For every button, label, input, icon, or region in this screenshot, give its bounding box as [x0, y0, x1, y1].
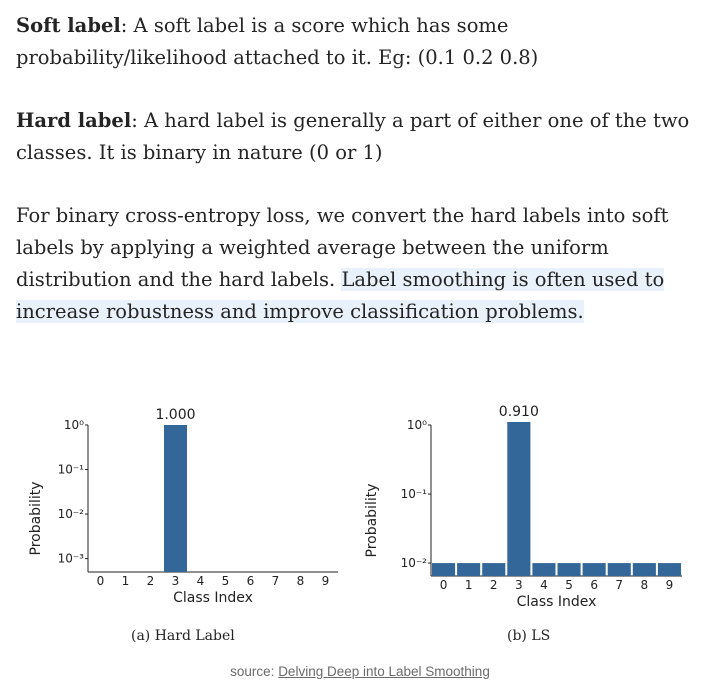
ls-y-tick-label: 10⁻²: [401, 556, 428, 570]
ls-x-tick-label: 9: [666, 578, 674, 592]
source-line: source: Delving Deep into Label Smoothin…: [0, 664, 720, 679]
hard-label-x-tick-label: 9: [322, 574, 330, 588]
hard-label-y-tick-label: 10⁻²: [58, 507, 85, 521]
hard-label-y-tick-label: 10⁻¹: [58, 463, 85, 477]
hard-label-x-tick-label: 3: [172, 574, 180, 588]
ls-chart: 10⁰ 10⁻¹ 10⁻² 0 1 2 3 4 5 6 7 8 9 0.910 Class Index Pro…: [364, 404, 682, 610]
hard-label-bar-value-label: 1.000: [155, 407, 195, 423]
ls-bar: [607, 563, 631, 576]
hard-label-x-tick-label: 1: [122, 574, 130, 588]
ls-bar: [507, 422, 531, 576]
hard-label-x-axis-title: Class Index: [173, 590, 253, 606]
hard-label-chart: 10⁰ 10⁻¹ 10⁻² 10⁻³ 0 1 2 3 4 5 6 7 8 9 1.000 Class Inde…: [28, 407, 338, 606]
ls-figure: 10⁰ 10⁻¹ 10⁻² 0 1 2 3 4 5 6 7 8 9 0.910 Class Index Pro…: [364, 395, 694, 660]
hard-label-x-tick-label: 4: [197, 574, 205, 588]
bce-text: For binary cross-entropy loss, we conver…: [16, 204, 669, 291]
ls-bar: [557, 563, 581, 576]
ls-bar: [657, 563, 681, 576]
hard-label-y-axis-title: Probability: [28, 481, 44, 555]
ls-bar: [582, 563, 606, 576]
ls-y-axis-title: Probability: [364, 483, 380, 557]
hard-label-y-tick-label: 10⁻³: [58, 552, 85, 566]
hard-label-x-tick-label: 6: [247, 574, 255, 588]
bce-paragraph: For binary cross-entropy loss, we conver…: [16, 200, 706, 328]
ls-caption: (b) LS: [507, 628, 551, 644]
hard-label-x-tick-label: 7: [272, 574, 280, 588]
hard-label-text: : A hard label is generally a part of ei…: [16, 109, 690, 164]
ls-y-tick-label: 10⁰: [407, 418, 427, 432]
ls-bar: [432, 563, 456, 576]
ls-x-tick-label: 8: [641, 578, 649, 592]
hard-label-x-tick-label: 8: [297, 574, 305, 588]
ls-y-tick-label: 10⁻¹: [401, 487, 428, 501]
ls-x-tick-label: 2: [490, 578, 498, 592]
hard-label-x-tick-label: 5: [222, 574, 230, 588]
ls-x-tick-label: 3: [515, 578, 523, 592]
ls-x-tick-label: 5: [565, 578, 573, 592]
hard-label-x-tick-label: 2: [147, 574, 155, 588]
source-prefix: source:: [230, 664, 279, 679]
ls-bar: [532, 563, 556, 576]
ls-x-tick-label: 4: [540, 578, 548, 592]
hard-label-bar: [164, 425, 187, 572]
ls-x-tick-label: 6: [590, 578, 598, 592]
hard-label-paragraph: Hard label: A hard label is generally a …: [16, 105, 706, 169]
hard-label-figure: 10⁰ 10⁻¹ 10⁻² 10⁻³ 0 1 2 3 4 5 6 7 8 9 1.000 Class Inde…: [28, 395, 368, 660]
ls-x-tick-label: 1: [465, 578, 473, 592]
hard-label-y-tick-label: 10⁰: [64, 418, 84, 432]
hard-label-x-tick-label: 0: [97, 574, 105, 588]
ls-x-tick-label: 7: [615, 578, 623, 592]
ls-bar: [457, 563, 481, 576]
ls-bar: [632, 563, 656, 576]
hard-label-term: Hard label: [16, 109, 132, 132]
ls-x-tick-label: 0: [440, 578, 448, 592]
ls-x-axis-title: Class Index: [517, 594, 597, 610]
ls-bar-value-label: 0.910: [499, 404, 539, 420]
soft-label-text: : A soft label is a score which has some…: [16, 14, 539, 69]
ls-bar: [482, 563, 506, 576]
source-link[interactable]: Delving Deep into Label Smoothing: [278, 664, 490, 679]
soft-label-paragraph: Soft label: A soft label is a score whic…: [16, 10, 706, 74]
hard-label-caption: (a) Hard Label: [131, 628, 235, 644]
soft-label-term: Soft label: [16, 14, 121, 37]
